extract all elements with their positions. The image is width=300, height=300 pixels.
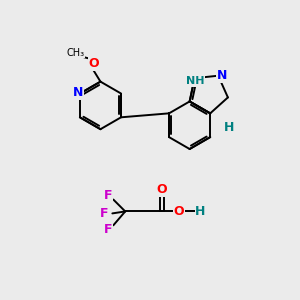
Text: O: O [173,205,184,218]
Text: NH: NH [186,76,205,86]
Text: H: H [224,121,234,134]
Text: F: F [100,207,109,220]
Text: O: O [157,183,167,196]
Text: N: N [217,69,227,82]
Text: O: O [88,57,99,70]
Text: F: F [104,223,112,236]
Text: CH₃: CH₃ [67,48,85,58]
Text: H: H [195,205,206,218]
Text: F: F [104,189,112,202]
Text: N: N [73,86,83,99]
Text: methoxy: methoxy [72,50,78,52]
